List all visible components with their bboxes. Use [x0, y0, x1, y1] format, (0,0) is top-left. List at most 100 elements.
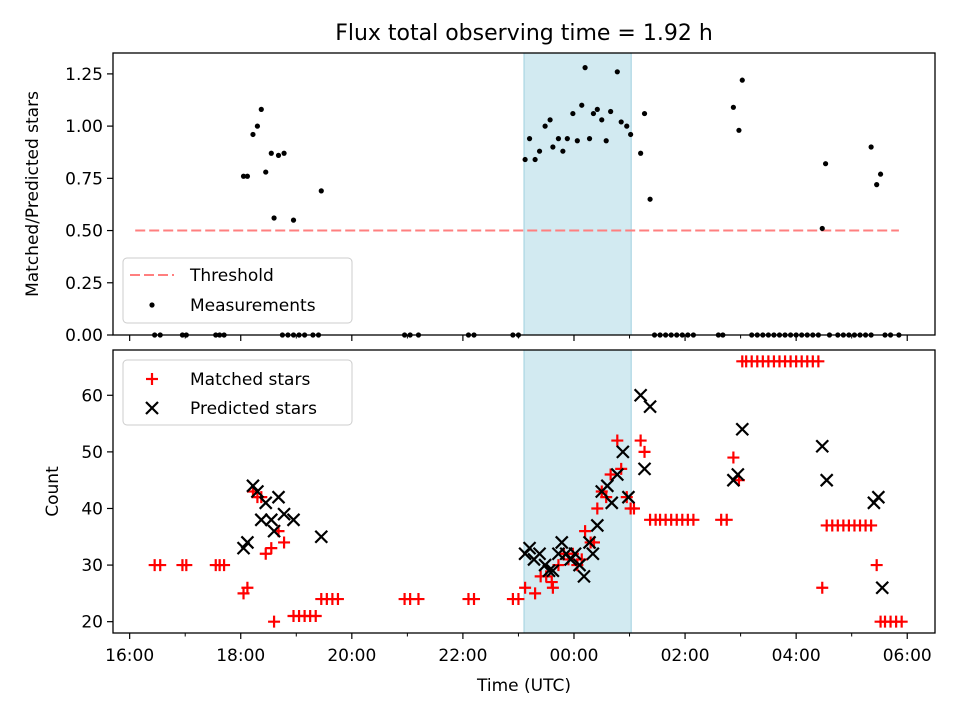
legend-predicted-label: Predicted stars: [190, 399, 317, 419]
predicted-star-point: [240, 535, 255, 550]
y-tick-label-top: 0.50: [65, 222, 103, 242]
predicted-star-point: [254, 513, 269, 527]
measurement-point: [275, 152, 282, 158]
axes-frame-top: [112, 52, 936, 336]
predicted-star-point: [582, 535, 597, 550]
predicted-star-point: [542, 563, 556, 578]
legend-measurements-label: Measurements: [190, 296, 316, 316]
y-tick-label-top: 0.75: [65, 169, 103, 189]
predicted-star-point: [277, 507, 291, 521]
measurement-point: [736, 127, 742, 133]
predicted-star-point: [643, 399, 657, 414]
predicted-star-point: [731, 467, 745, 482]
x-tick-label: 22:00: [438, 646, 487, 666]
measurement-point: [244, 173, 251, 179]
measurement-point: [822, 161, 829, 167]
measurement-point: [258, 106, 264, 112]
legend-bottom-box: [122, 359, 353, 426]
measurement-point: [542, 123, 548, 129]
y-tick-label-top: 0.25: [65, 274, 103, 294]
matched-star-point: [687, 513, 700, 526]
measurement-point: [526, 136, 533, 142]
chart-title: Flux total observing time = 1.92 h: [335, 21, 713, 46]
matched-star-point: [546, 581, 559, 594]
measurement-point: [638, 150, 644, 156]
legend-measurements-swatch: [149, 302, 155, 308]
y-tick-label-top: 0.00: [65, 326, 103, 346]
measurement-point: [624, 123, 630, 129]
matched-star-point: [278, 536, 291, 549]
predicted-star-point: [250, 484, 265, 499]
matched-star-point: [529, 587, 542, 600]
matched-star-point: [412, 593, 425, 606]
x-tick-label: 02:00: [661, 646, 710, 666]
legend-threshold-label: Threshold: [189, 266, 274, 286]
measurement-point: [550, 144, 556, 150]
matched-star-point: [895, 615, 908, 628]
axes-frame-bottom: [112, 349, 936, 634]
measurement-point: [641, 110, 648, 117]
predicted-star-point: [286, 513, 301, 527]
measurement-point: [594, 106, 600, 112]
predicted-star-point: [600, 479, 615, 493]
measurement-point: [603, 138, 609, 144]
highlight-span-top: [523, 52, 632, 336]
matched-star-point: [468, 593, 481, 606]
predicted-star-point: [554, 535, 569, 550]
measurement-point: [614, 69, 620, 75]
legend-top-box: [122, 257, 353, 324]
measurement-point: [618, 119, 624, 125]
x-tick-label: 16:00: [105, 646, 154, 666]
measurement-point: [263, 169, 269, 175]
measurement-point: [582, 65, 588, 71]
matched-star-point: [720, 513, 733, 526]
measurement-point: [271, 215, 277, 221]
matched-star-point: [615, 462, 628, 475]
matched-star-point: [611, 434, 624, 447]
y-tick-label-bottom: 50: [81, 443, 103, 463]
predicted-star-point: [546, 563, 560, 578]
x-tick-label: 20:00: [327, 646, 376, 666]
measurement-point: [739, 77, 745, 83]
measurement-point: [290, 217, 297, 223]
measurement-point: [590, 110, 597, 117]
ratio-panel: 0.00 0.25 0.50 0.75 1.00 1.25 Matched/Predict…: [23, 52, 936, 346]
count-panel: 20 30 40 50 60 16:00 18:00 20:00 22:00 00:00 02:0…: [43, 349, 936, 666]
y-tick-label-top: 1.00: [65, 117, 103, 137]
measurement-point: [555, 136, 562, 142]
matched-star-point: [154, 559, 167, 572]
predicted-star-point: [590, 518, 605, 533]
highlight-span-bottom: [523, 349, 632, 634]
matched-star-point: [865, 519, 878, 532]
measurement-point: [532, 156, 538, 163]
legend-bottom: Matched stars Predicted stars: [122, 359, 353, 426]
measurement-point: [536, 148, 543, 154]
y-axis-ticks-top: 0.00 0.25 0.50 0.75 1.00 1.25: [65, 65, 113, 346]
matched-star-point: [816, 581, 829, 594]
measurement-point: [522, 156, 528, 163]
measurement-point: [570, 110, 576, 117]
legend-matched-swatch: [146, 373, 158, 385]
predicted-star-point: [577, 569, 591, 584]
predicted-star-point: [819, 473, 834, 487]
measurement-point: [608, 108, 614, 115]
y-tick-label-bottom: 60: [81, 386, 103, 406]
measurement-point: [250, 131, 256, 138]
matched-star-point: [241, 581, 254, 594]
predicted-star-point: [621, 490, 636, 504]
predicted-stars-points: [236, 388, 890, 595]
measurement-point: [730, 104, 736, 110]
matched-star-point: [620, 491, 633, 504]
matched-star-point: [180, 559, 193, 572]
predicted-star-point: [610, 467, 625, 482]
y-axis-label-bottom: Count: [43, 466, 63, 517]
predicted-star-point: [264, 513, 279, 527]
predicted-star-point: [568, 546, 582, 561]
predicted-star-point: [572, 558, 587, 572]
y-tick-label-bottom: 20: [81, 613, 103, 633]
x-tick-label: 04:00: [772, 646, 821, 666]
measurement-point: [647, 196, 653, 202]
predicted-star-point: [815, 439, 830, 453]
measurement-point: [560, 148, 566, 154]
